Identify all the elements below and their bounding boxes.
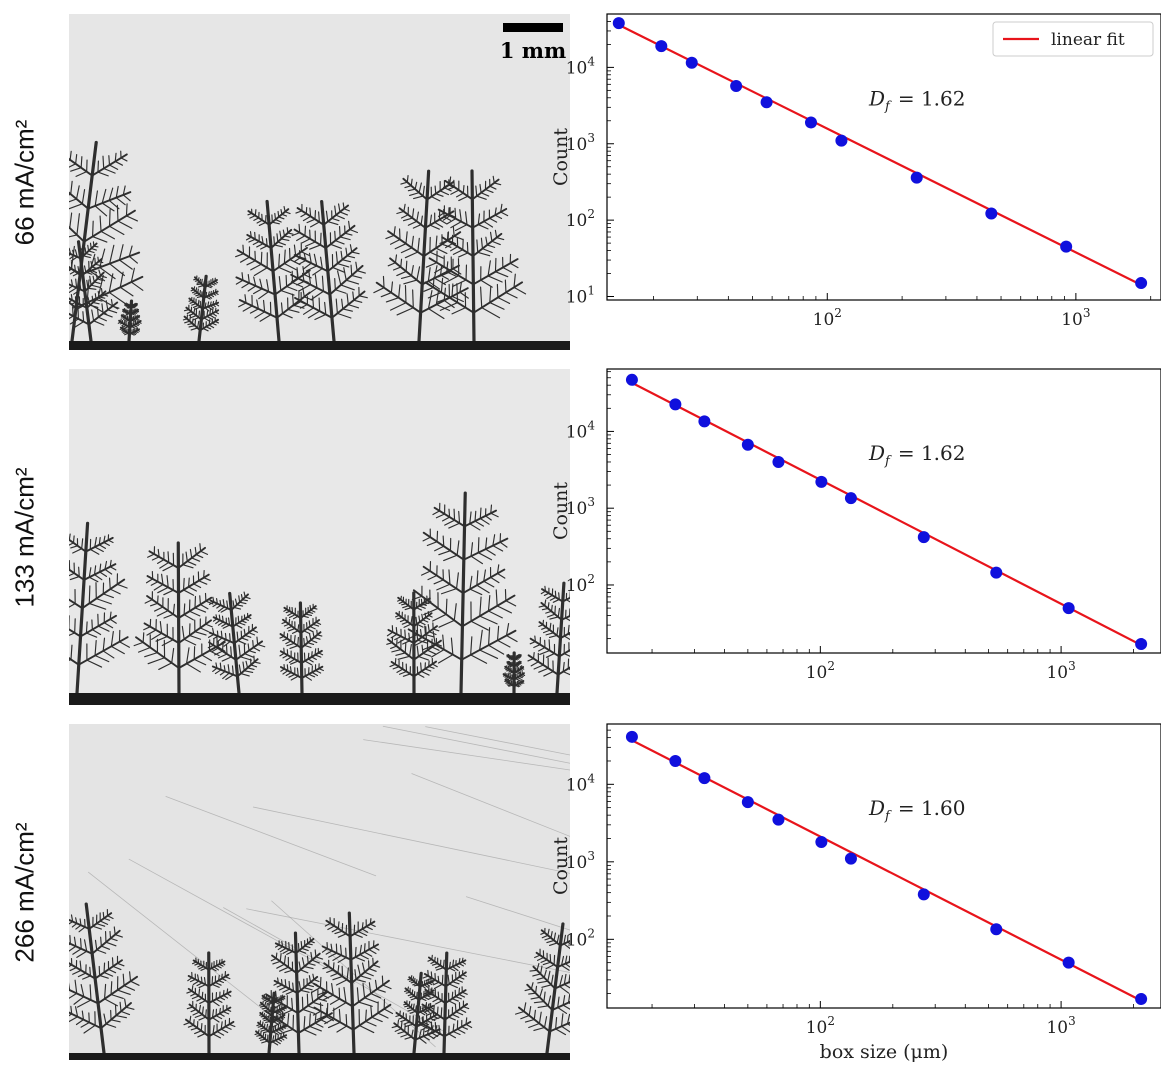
data-point — [990, 923, 1003, 936]
fit-line — [631, 381, 1142, 647]
data-point — [835, 134, 848, 147]
data-point — [741, 796, 754, 809]
data-point — [730, 80, 743, 93]
x-tick-label: 102 — [813, 306, 842, 330]
legend-label: linear fit — [1051, 30, 1125, 50]
y-tick-label: 102 — [566, 572, 595, 596]
scale-bar — [503, 23, 563, 32]
dendrite-layer — [69, 902, 570, 1055]
data-point — [760, 96, 773, 109]
fractal-chart-66: 102 103 101 102 103 104 Count Df = 1.62 linear fi… — [550, 13, 1161, 344]
electrode-edge — [69, 1053, 570, 1060]
data-point — [1135, 277, 1148, 290]
data-point — [669, 754, 682, 767]
data-point — [917, 531, 930, 544]
fit-line — [618, 23, 1142, 286]
y-tick-label: 104 — [566, 418, 596, 442]
data-point — [698, 415, 711, 428]
data-point — [772, 813, 785, 826]
fractal-dimension-annotation: Df = 1.62 — [868, 441, 966, 469]
y-tick-label: 104 — [566, 54, 596, 78]
micrograph-66: 1 mm — [69, 14, 570, 350]
data-point — [804, 116, 817, 129]
data-point — [612, 17, 625, 30]
y-tick-label: 104 — [566, 771, 596, 795]
dendrite-image — [69, 724, 570, 1060]
data-point — [625, 373, 638, 386]
row-label-266: 266 mA/cm² — [0, 724, 50, 1060]
current-density-label: 133 mA/cm² — [9, 466, 40, 608]
data-point — [685, 56, 698, 69]
fractal-chart-266: 102 103 102 103 104 Count box size (μm) Df = 1.6… — [550, 723, 1161, 1077]
y-axis-label: Count — [550, 128, 572, 186]
micrograph-266 — [69, 724, 570, 1060]
electrode-edge — [69, 693, 570, 705]
y-axis-label: Count — [550, 837, 572, 895]
y-tick-label: 102 — [566, 926, 595, 950]
x-tick-label: 102 — [806, 659, 835, 683]
current-density-label: 66 mA/cm² — [9, 119, 40, 245]
data-point — [910, 171, 923, 184]
row-label-66: 66 mA/cm² — [0, 14, 50, 350]
dendrite-image — [69, 369, 570, 705]
data-point — [1135, 638, 1148, 651]
x-tick-label: 103 — [1046, 1014, 1075, 1038]
x-tick-label: 103 — [1046, 659, 1075, 683]
plot-frame — [606, 723, 1161, 1009]
data-point — [1135, 992, 1148, 1005]
y-axis-label: Count — [550, 482, 572, 540]
data-point — [815, 836, 828, 849]
dendrite-layer — [69, 140, 527, 343]
fit-line — [631, 739, 1142, 1002]
x-tick-label: 102 — [806, 1014, 835, 1038]
data-point — [625, 730, 638, 743]
data-point — [1060, 240, 1073, 253]
data-point — [1062, 956, 1075, 969]
data-point — [772, 455, 785, 468]
data-point — [844, 852, 857, 865]
fractal-dimension-annotation: Df = 1.62 — [868, 87, 966, 115]
row-label-133: 133 mA/cm² — [0, 369, 50, 705]
data-point — [985, 207, 998, 220]
x-tick-label: 103 — [1061, 306, 1090, 330]
data-point — [990, 566, 1003, 579]
current-density-label: 266 mA/cm² — [9, 821, 40, 963]
data-point — [698, 772, 711, 785]
fractal-dimension-annotation: Df = 1.60 — [868, 796, 966, 824]
data-point — [844, 492, 857, 505]
x-axis-label: box size (μm) — [820, 1041, 949, 1063]
data-point — [669, 398, 682, 411]
data-point — [741, 438, 754, 451]
micrograph-133 — [69, 369, 570, 705]
dendrite-image: 1 mm — [69, 14, 570, 350]
y-tick-label: 102 — [566, 207, 595, 231]
dendrite-layer — [69, 491, 570, 695]
chart-legend: linear fit — [992, 21, 1154, 57]
data-point — [1062, 602, 1075, 615]
y-tick-label: 101 — [566, 284, 595, 308]
data-point — [917, 888, 930, 901]
data-point — [815, 475, 828, 488]
scale-bar-label: 1 mm — [500, 38, 566, 63]
electrode-edge — [69, 341, 570, 350]
data-point — [655, 40, 668, 53]
fractal-chart-133: 102 103 102 103 104 Count Df = 1.62 — [550, 368, 1161, 685]
